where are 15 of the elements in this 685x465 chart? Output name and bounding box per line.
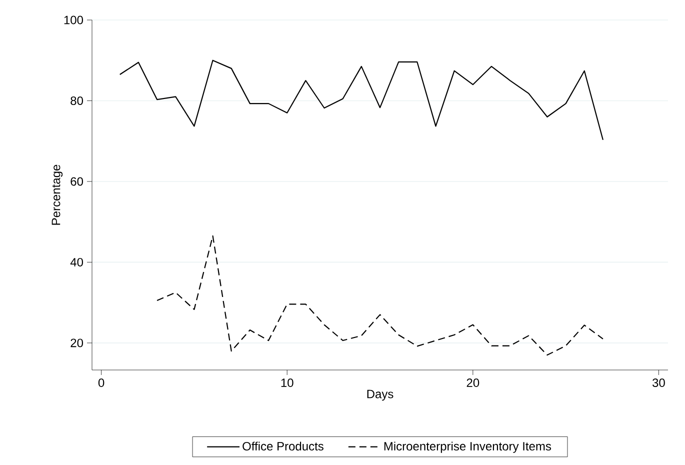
y-axis-title: Percentage — [52, 164, 63, 225]
x-tick-label: 10 — [281, 378, 294, 388]
legend-label: Microenterprise Inventory Items — [384, 442, 552, 453]
y-tick-label: 100 — [64, 16, 84, 24]
x-tick-label: 20 — [466, 378, 480, 388]
line-series — [156, 235, 604, 356]
x-axis-title: Days — [367, 390, 394, 401]
x-tick-label: 0 — [98, 378, 104, 388]
y-tick-label: 40 — [70, 258, 84, 266]
y-tick-label: 20 — [70, 338, 84, 348]
legend-label: Office Products — [242, 442, 324, 450]
y-tick-label: 80 — [70, 96, 84, 105]
x-tick-label: 30 — [652, 378, 665, 388]
line-series — [119, 60, 604, 140]
y-tick-label: 60 — [70, 177, 84, 186]
